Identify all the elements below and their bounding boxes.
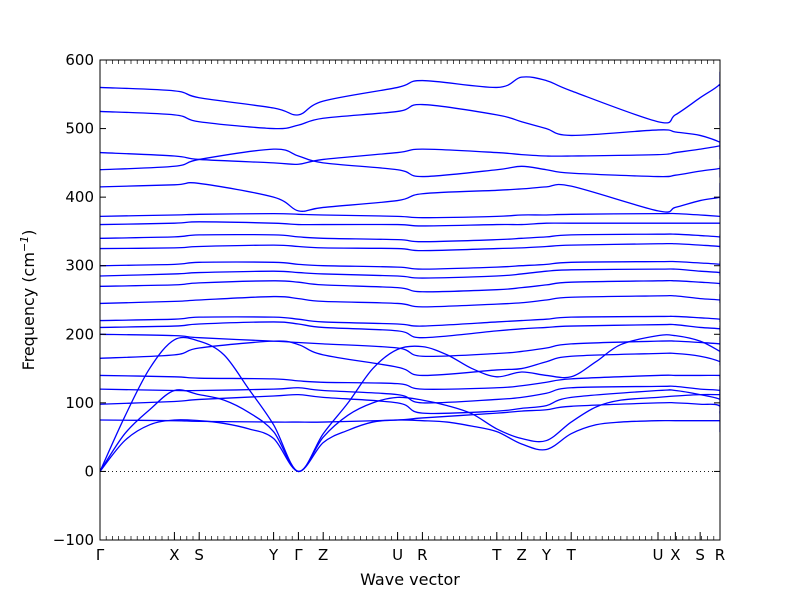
x-tick-label: Y: [541, 546, 552, 564]
x-tick-label: Γ: [96, 546, 105, 564]
bands-layer: [100, 71, 720, 473]
x-tick-label: Z: [516, 546, 526, 564]
optical-band-5: [100, 340, 720, 377]
y-tick-label: 400: [65, 188, 94, 206]
plot-frame: [99, 59, 721, 541]
x-tick-label: Γ: [294, 546, 303, 564]
y-tick-label: 0: [84, 462, 94, 480]
optical-band-12: [100, 260, 720, 270]
x-tick-label: U: [392, 546, 403, 564]
optical-band-10: [100, 279, 720, 293]
y-axis-title-close: ): [19, 230, 38, 236]
optical-band-15: [100, 221, 720, 227]
y-tick-label: 300: [65, 257, 94, 275]
x-tick-label: S: [695, 546, 705, 564]
x-tick-label: R: [715, 546, 725, 564]
optical-band-3: [100, 385, 720, 404]
y-axis-title: Frequency (cm−1): [18, 230, 38, 371]
y-axis-title-main: Frequency (cm: [19, 252, 38, 370]
optical-band-21: [100, 71, 720, 127]
y-tick-label: 200: [65, 325, 94, 343]
optical-band-4: [100, 374, 720, 390]
x-tick-label: T: [566, 546, 577, 564]
optical-band-16: [100, 212, 720, 219]
y-tick-label: 600: [65, 51, 94, 69]
x-axis-title: Wave vector: [360, 570, 460, 589]
optical-band-14: [100, 233, 720, 243]
x-tick-label: T: [491, 546, 502, 564]
optical-band-1: [100, 401, 720, 433]
x-tick-label: S: [194, 546, 204, 564]
optical-band-13: [100, 239, 720, 252]
x-tick-label: U: [653, 546, 664, 564]
optical-band-2: [100, 389, 720, 415]
acoustic-band-2: [100, 389, 720, 473]
optical-band-7: [100, 321, 720, 339]
x-tick-label: R: [417, 546, 427, 564]
optical-band-8: [100, 315, 720, 327]
x-tick-label: Z: [318, 546, 328, 564]
x-tick-label: Y: [268, 546, 279, 564]
x-tick-label: X: [670, 546, 680, 564]
y-axis-title-sup: −1: [18, 236, 31, 252]
x-tick-label: X: [169, 546, 179, 564]
optical-band-9: [100, 293, 720, 308]
optical-band-6: [100, 333, 720, 358]
optical-band-11: [100, 268, 720, 279]
optical-band-18: [100, 148, 720, 178]
plot-area: [100, 71, 720, 473]
y-tick-label: 500: [65, 120, 94, 138]
optical-band-17: [100, 182, 720, 214]
y-tick-label: 100: [65, 394, 94, 412]
y-tick-label: −100: [53, 531, 94, 549]
optical-band-20: [100, 103, 720, 150]
acoustic-band-3: [100, 334, 720, 473]
optical-band-19: [100, 141, 720, 166]
